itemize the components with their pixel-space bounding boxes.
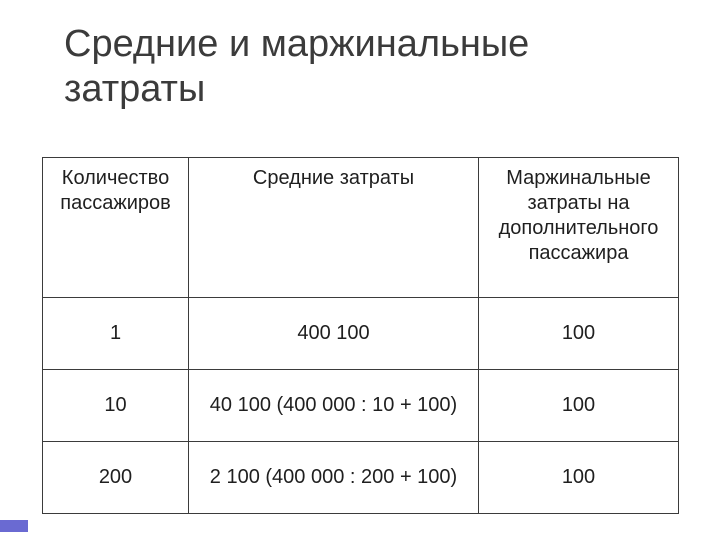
cell-marg: 100 bbox=[479, 370, 679, 442]
cell-avg: 2 100 (400 000 : 200 + 100) bbox=[189, 442, 479, 514]
title-line-1: Средние и маржинальные bbox=[64, 23, 529, 65]
table-row: 1 400 100 100 bbox=[43, 298, 679, 370]
cell-qty: 200 bbox=[43, 442, 189, 514]
costs-table: Количество пассажиров Средние затраты Ма… bbox=[42, 157, 679, 514]
cell-marg: 100 bbox=[479, 298, 679, 370]
table-row: 10 40 100 (400 000 : 10 + 100) 100 bbox=[43, 370, 679, 442]
cell-marg: 100 bbox=[479, 442, 679, 514]
title-line-2: затраты bbox=[64, 68, 205, 110]
accent-bar bbox=[0, 520, 28, 532]
col-header-avg: Средние затраты bbox=[189, 158, 479, 298]
cell-avg: 40 100 (400 000 : 10 + 100) bbox=[189, 370, 479, 442]
col-header-marg: Маржинальные затраты на дополнительного … bbox=[479, 158, 679, 298]
slide-title: Средние и маржинальные затраты bbox=[64, 22, 529, 112]
cell-qty: 10 bbox=[43, 370, 189, 442]
col-header-qty: Количество пассажиров bbox=[43, 158, 189, 298]
cell-qty: 1 bbox=[43, 298, 189, 370]
table-row: 200 2 100 (400 000 : 200 + 100) 100 bbox=[43, 442, 679, 514]
cell-avg: 400 100 bbox=[189, 298, 479, 370]
table-header-row: Количество пассажиров Средние затраты Ма… bbox=[43, 158, 679, 298]
